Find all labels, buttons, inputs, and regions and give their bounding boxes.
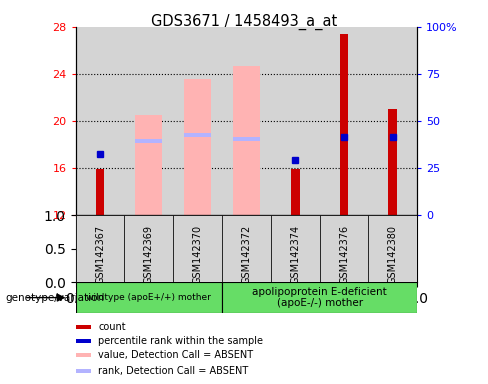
Bar	[76, 325, 91, 329]
Text: genotype/variation: genotype/variation	[5, 293, 104, 303]
Text: percentile rank within the sample: percentile rank within the sample	[98, 336, 264, 346]
Text: wildtype (apoE+/+) mother: wildtype (apoE+/+) mother	[86, 293, 211, 302]
Text: value, Detection Call = ABSENT: value, Detection Call = ABSENT	[98, 350, 253, 360]
Bar	[233, 137, 260, 141]
Bar	[136, 115, 163, 215]
Bar	[124, 215, 173, 282]
Text: apolipoprotein E-deficient
(apoE-/-) mother: apolipoprotein E-deficient (apoE-/-) mot…	[252, 287, 387, 308]
Text: GSM142369: GSM142369	[144, 225, 154, 284]
Text: GSM142380: GSM142380	[388, 225, 398, 284]
Bar	[173, 215, 222, 282]
Bar	[340, 34, 348, 215]
Bar	[233, 66, 260, 215]
Bar	[173, 27, 222, 215]
Bar	[76, 369, 91, 373]
Bar	[222, 282, 417, 313]
Bar	[222, 215, 271, 282]
Text: GSM142372: GSM142372	[242, 225, 251, 285]
Bar	[184, 133, 211, 137]
Text: count: count	[98, 322, 126, 332]
Bar	[368, 215, 417, 282]
Text: rank, Detection Call = ABSENT: rank, Detection Call = ABSENT	[98, 366, 248, 376]
Text: GDS3671 / 1458493_a_at: GDS3671 / 1458493_a_at	[151, 13, 337, 30]
Bar	[76, 353, 91, 357]
Text: GSM142370: GSM142370	[193, 225, 203, 284]
Bar	[271, 215, 320, 282]
Bar	[76, 27, 124, 215]
Bar	[124, 27, 173, 215]
Bar	[388, 109, 397, 215]
Text: GSM142374: GSM142374	[290, 225, 300, 284]
Bar	[76, 339, 91, 343]
Text: GSM142367: GSM142367	[95, 225, 105, 284]
Bar	[320, 27, 368, 215]
Bar	[136, 139, 163, 143]
Bar	[291, 169, 300, 215]
Bar	[222, 27, 271, 215]
Bar	[76, 282, 222, 313]
Bar	[320, 215, 368, 282]
Bar	[368, 27, 417, 215]
Bar	[96, 169, 104, 215]
Bar	[76, 215, 124, 282]
Bar	[184, 79, 211, 215]
Bar	[271, 27, 320, 215]
Text: GSM142376: GSM142376	[339, 225, 349, 284]
